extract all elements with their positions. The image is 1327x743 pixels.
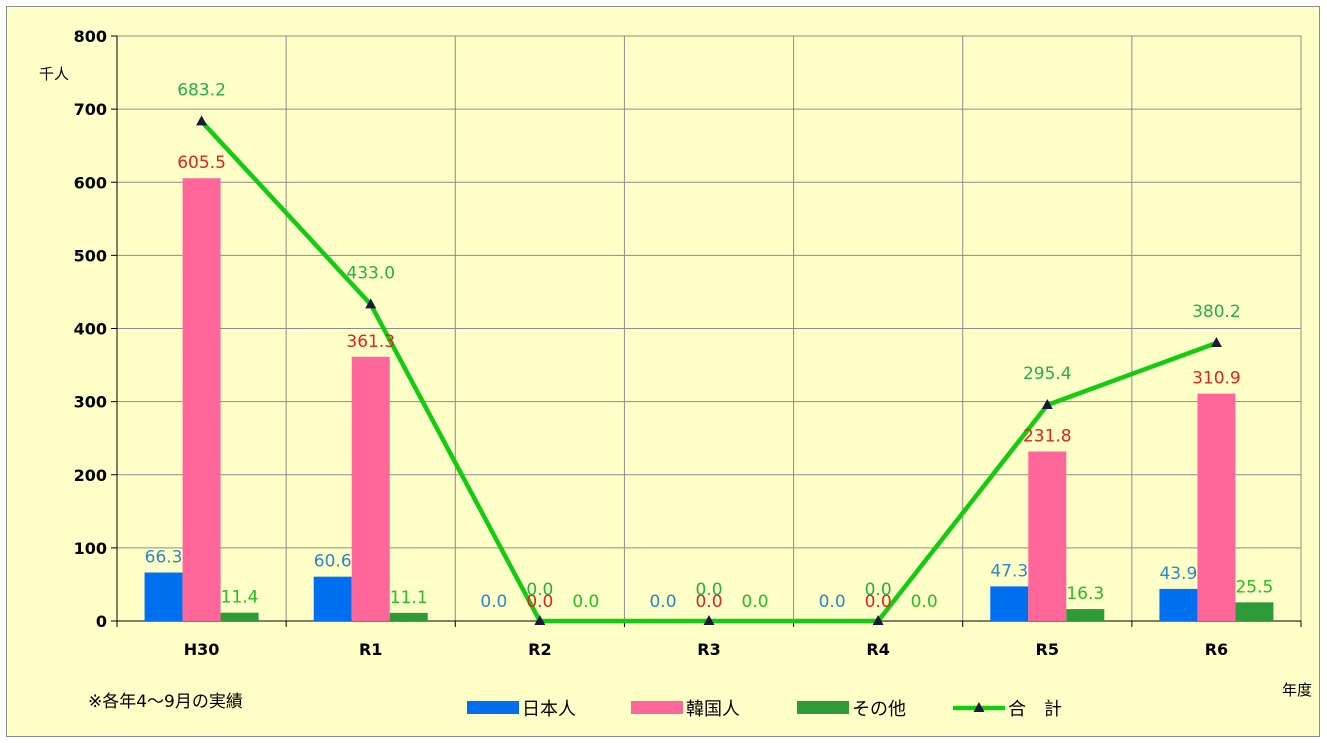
total-marker	[365, 298, 377, 309]
y-tick-label: 600	[74, 173, 107, 192]
data-label: 0.0	[865, 580, 892, 600]
data-label: 0.0	[526, 580, 553, 600]
chart-frame: 0 100 200 300 400 500 600 700 800 H30 R1 R2 R3 R4 R5 R…	[6, 6, 1320, 737]
total-marker	[872, 615, 884, 625]
bar-R5	[1028, 451, 1067, 621]
x-tick-label: R4	[866, 640, 889, 659]
total-line-layer	[196, 115, 1222, 625]
x-tick-label: R3	[697, 640, 720, 659]
bar-H30	[220, 612, 259, 621]
total-marker	[196, 115, 208, 126]
chart-note: ※各年4～9月の実績	[88, 692, 243, 712]
y-tick-label: 100	[74, 539, 107, 558]
y-tick-label: 0	[96, 612, 107, 631]
y-tick-label: 200	[74, 466, 107, 485]
data-label: 361.3	[346, 332, 395, 352]
y-tick-label: 400	[74, 320, 107, 339]
data-label: 380.2	[1192, 302, 1241, 322]
data-label: 605.5	[177, 153, 226, 173]
total-marker	[703, 615, 715, 625]
data-label: 60.6	[314, 552, 352, 572]
legend-swatch	[797, 701, 849, 714]
bar-R1	[313, 576, 352, 621]
legend-swatch	[631, 701, 683, 714]
bar-H30	[144, 572, 183, 621]
data-label: 0.0	[865, 592, 892, 612]
data-label: 25.5	[1235, 577, 1273, 597]
x-tick-label: R5	[1036, 640, 1059, 659]
bar-R5	[990, 586, 1029, 621]
chart-svg: 0 100 200 300 400 500 600 700 800 H30 R1 R2 R3 R4 R5 R…	[39, 27, 1312, 720]
bar-R1	[351, 356, 390, 621]
legend-label: 韓国人	[686, 699, 740, 720]
bars	[144, 178, 1274, 621]
bar-R6	[1159, 588, 1198, 621]
data-label: 0.0	[695, 592, 722, 612]
y-tick-label: 800	[74, 27, 107, 46]
bar-R6	[1197, 393, 1236, 621]
bar-R6	[1235, 602, 1274, 621]
y-axis-unit: 千人	[39, 65, 69, 83]
data-label: 66.3	[145, 548, 183, 568]
y-tick-label: 500	[74, 246, 107, 265]
data-label: 0.0	[819, 592, 846, 612]
legend: 日本人 韓国人 その他 合 計	[467, 699, 1062, 720]
total-marker	[1041, 398, 1053, 409]
legend-marker	[973, 702, 985, 712]
data-label: 11.4	[221, 588, 259, 608]
data-label: 0.0	[911, 592, 938, 612]
y-axis: 0 100 200 300 400 500 600 700 800	[74, 27, 107, 631]
x-tick-label: H30	[184, 640, 220, 659]
y-tick-label: 700	[74, 100, 107, 119]
y-tick-label: 300	[74, 393, 107, 412]
bar-H30	[182, 178, 221, 621]
total-marker	[534, 615, 546, 625]
x-tick-label: R1	[359, 640, 382, 659]
x-axis: H30 R1 R2 R3 R4 R5 R6	[184, 640, 1228, 659]
legend-swatch	[467, 701, 519, 714]
legend-label: その他	[852, 699, 906, 720]
bar-R5	[1066, 609, 1105, 621]
data-label: 433.0	[346, 263, 395, 283]
data-label: 0.0	[526, 592, 553, 612]
grid	[111, 35, 1302, 627]
data-label: 295.4	[1023, 364, 1072, 384]
data-label: 43.9	[1159, 564, 1197, 584]
data-label: 0.0	[649, 592, 676, 612]
data-label: 47.3	[990, 561, 1028, 581]
legend-label: 合 計	[1008, 699, 1062, 720]
data-label: 16.3	[1066, 584, 1104, 604]
data-label: 0.0	[695, 580, 722, 600]
data-label: 683.2	[177, 80, 226, 100]
data-label: 310.9	[1192, 369, 1241, 389]
bar-R1	[389, 612, 428, 621]
data-label: 0.0	[480, 592, 507, 612]
x-tick-label: R2	[528, 640, 551, 659]
x-axis-title: 年度	[1282, 681, 1312, 699]
total-marker	[1210, 336, 1222, 347]
x-tick-label: R6	[1205, 640, 1228, 659]
data-label: 11.1	[390, 588, 428, 608]
data-label: 0.0	[741, 592, 768, 612]
data-label: 0.0	[572, 592, 599, 612]
legend-label: 日本人	[522, 699, 576, 720]
data-label: 231.8	[1023, 426, 1072, 446]
